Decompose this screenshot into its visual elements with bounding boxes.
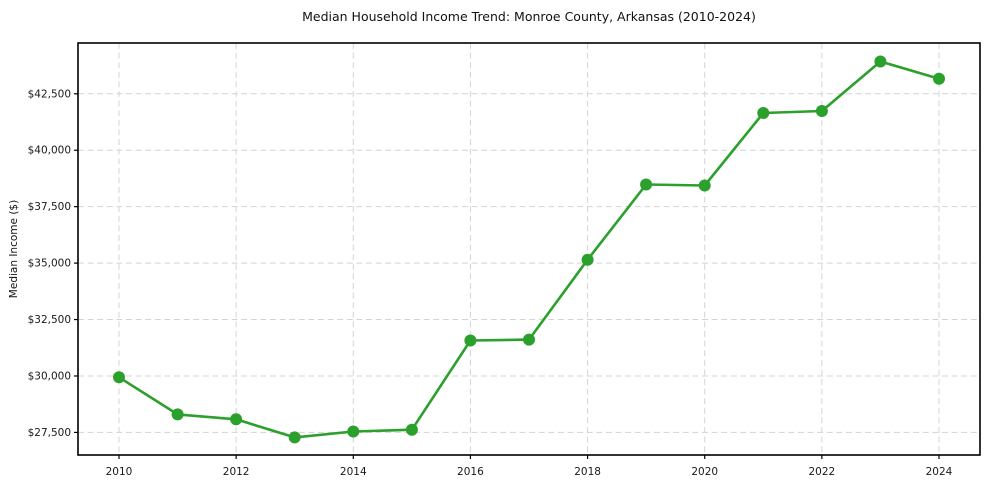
data-point-2015 [405,423,418,436]
label-layer: 2010 2012 2014 2016 2018 2020 2022 2024 $27,500 $… [28,88,953,478]
x-tick-label-2020: 2020 [691,466,718,478]
y-tick-label-42500: $42,500 [28,88,71,100]
income-trend-line [117,60,941,439]
data-point-2012 [230,413,243,426]
data-point-2024 [933,72,945,85]
data-point-2014 [347,425,360,438]
plot-frame [77,42,981,456]
x-tick-label-2018: 2018 [574,466,601,478]
y-tick-label-37500: $37,500 [28,201,71,213]
chart-title: Median Household Income Trend: Monroe Co… [302,9,756,24]
y-tick-label-27500: $27,500 [28,427,71,439]
data-point-2018 [581,253,594,266]
data-point-2010 [113,371,125,384]
data-point-2020 [698,179,711,192]
x-tick-label-2022: 2022 [808,466,835,478]
series-layer [113,55,945,444]
data-point-2019 [640,178,653,191]
data-point-2017 [523,333,535,346]
y-tick-label-32500: $32,500 [28,314,71,326]
x-tick-label-2016: 2016 [457,466,484,478]
tick-layer [74,93,940,459]
data-point-2022 [815,105,828,117]
data-point-2023 [874,55,887,68]
y-tick-label-35000: $35,000 [28,258,71,270]
data-point-2013 [288,431,301,444]
x-tick-label-2014: 2014 [340,466,367,478]
x-tick-label-2024: 2024 [926,466,953,478]
y-tick-label-30000: $30,000 [28,370,71,382]
data-point-2021 [757,107,770,119]
y-axis-label: Median Income ($) [8,200,20,298]
data-point-2011 [171,408,184,421]
grid-layer [78,43,980,455]
data-point-2016 [464,334,477,347]
x-tick-label-2012: 2012 [223,466,250,478]
y-tick-label-40000: $40,000 [28,145,71,157]
x-tick-label-2010: 2010 [106,466,133,478]
